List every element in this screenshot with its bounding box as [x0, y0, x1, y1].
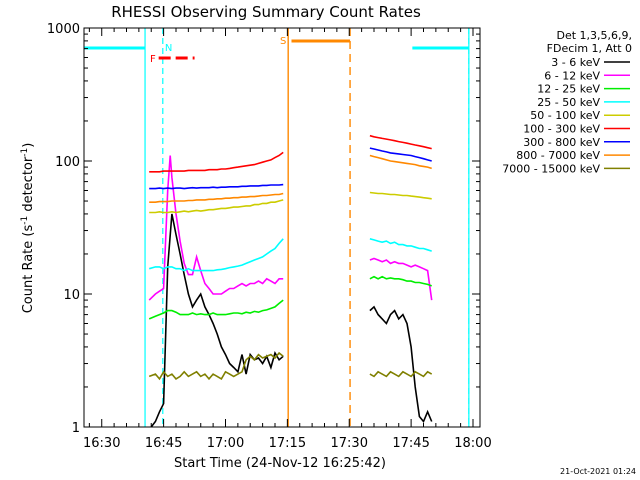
x-tick-label-1: 16:45	[145, 436, 182, 451]
y-axis-label-end: )	[21, 143, 36, 148]
series-2	[148, 275, 432, 320]
series-6-segment-1	[369, 147, 432, 162]
saa-label: S	[280, 36, 286, 47]
y-tick-label-0: 1	[72, 421, 80, 436]
series-6-segment-0	[149, 183, 284, 190]
axis-ticks: 16:30 16:45 17:00 17:15 17:30 17:45 18:00 1 10 10…	[47, 22, 492, 451]
y-tick-label-3: 1000	[47, 22, 80, 37]
x-tick-label-4: 17:30	[331, 436, 368, 451]
series-8	[148, 351, 433, 381]
y-tick-label-1: 10	[63, 288, 80, 303]
series-4	[149, 191, 432, 214]
series-1-segment-0	[148, 155, 284, 301]
series-8-segment-1	[369, 370, 433, 378]
series-3-segment-0	[148, 238, 284, 272]
legend-label-0: 3 - 6 keV	[551, 56, 600, 69]
x-tick-label-0: 16:30	[83, 436, 120, 451]
legend-label-6: 300 - 800 keV	[523, 136, 600, 149]
plot-frame	[83, 27, 481, 428]
series-6	[149, 147, 432, 190]
y-axis-label-sup1: -1	[20, 216, 30, 225]
series-0-segment-0	[150, 213, 284, 428]
series-5-segment-1	[369, 134, 432, 150]
y-axis-label-sup2: -1	[20, 148, 30, 157]
series-3-segment-1	[369, 238, 432, 252]
y-axis-label: Count Rate (s-1 detector-1)	[20, 143, 36, 314]
series-0-segment-1	[369, 305, 433, 424]
x-tick-label-5: 17:45	[392, 436, 429, 451]
series-2-segment-1	[369, 275, 432, 287]
series-2-segment-0	[148, 299, 284, 320]
series-7	[149, 154, 432, 203]
flare-label: F	[150, 54, 156, 65]
chart-title: RHESSI Observing Summary Count Rates	[111, 3, 421, 21]
series-7-segment-1	[369, 154, 432, 170]
series-4-segment-1	[369, 191, 432, 200]
y-tick-label-2: 100	[55, 155, 80, 170]
series-8-segment-0	[148, 351, 284, 381]
legend-header-2: FDecim 1, Att 0	[547, 42, 632, 55]
series-5-segment-0	[149, 151, 284, 173]
legend-label-1: 6 - 12 keV	[544, 69, 600, 82]
y-axis-label-main: Count Rate (s	[21, 225, 36, 314]
legend-label-4: 50 - 100 keV	[530, 109, 600, 122]
legend: Det 1,3,5,6,9, FDecim 1, Att 0 3 - 6 keV…	[502, 29, 632, 175]
y-axis-label-mid: detector	[21, 156, 36, 216]
timestamp: 21-Oct-2021 01:24	[560, 467, 636, 476]
x-axis-label: Start Time (24-Nov-12 16:25:42)	[174, 456, 386, 471]
legend-label-8: 7000 - 15000 keV	[502, 162, 600, 175]
series-5	[149, 134, 432, 173]
series-1	[148, 155, 433, 301]
series-1-segment-1	[369, 257, 433, 301]
night-label: N	[165, 43, 172, 54]
series-4-segment-0	[149, 199, 284, 214]
legend-label-3: 25 - 50 keV	[537, 96, 600, 109]
legend-header-1: Det 1,3,5,6,9,	[556, 29, 632, 42]
legend-label-5: 100 - 300 keV	[523, 123, 600, 136]
x-tick-label-3: 17:15	[269, 436, 306, 451]
legend-label-7: 800 - 7000 keV	[516, 149, 600, 162]
plot-area: NF S	[84, 28, 470, 428]
series-0	[150, 213, 433, 428]
x-tick-label-2: 17:00	[207, 436, 244, 451]
legend-label-2: 12 - 25 keV	[537, 83, 600, 96]
series-3	[148, 238, 432, 272]
series-7-segment-0	[149, 192, 284, 203]
x-tick-label-6: 18:00	[454, 436, 491, 451]
